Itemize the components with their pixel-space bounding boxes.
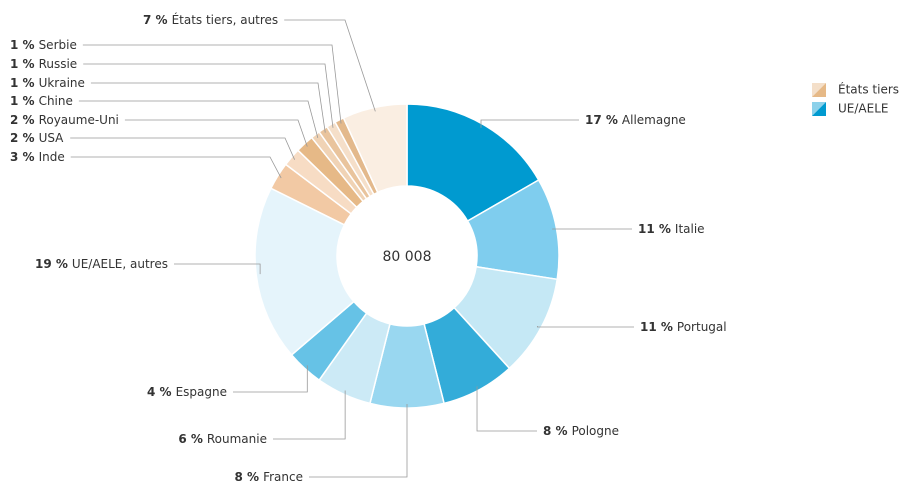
slice-name: Portugal [677,320,727,334]
slice-value: 11 % [638,222,671,236]
leader-line [480,119,579,128]
slice-name: Allemagne [622,113,686,127]
slice-name: Roumanie [207,432,267,446]
slice-name: Pologne [572,424,619,438]
leader-line [309,404,408,478]
leader-line [83,63,334,128]
slice-value: 8 % [235,470,260,484]
slice-value: 7 % [143,13,168,27]
slice-name: Chine [39,94,73,108]
donut-slice [342,103,408,194]
slice-name: USA [39,131,65,145]
slice-label: 2 % USA [10,131,64,145]
slice-value: 3 % [10,150,35,164]
slice-value: 4 % [147,385,172,399]
leader-line [124,119,308,147]
leader-line [273,390,346,440]
leader-line [174,263,261,275]
legend-swatch [812,83,826,97]
slice-label: 11 % Italie [638,222,705,236]
slice-label: 1 % Serbie [10,38,77,52]
slice-value: 11 % [640,320,673,334]
slice-value: 19 % [35,257,68,271]
donut-slice [406,103,540,223]
slice-label: 1 % Russie [10,57,77,71]
slice-label: 8 % Pologne [543,424,619,438]
slice-value: 8 % [543,424,568,438]
slice-label: 6 % Roumanie [178,432,267,446]
slice-name: Inde [39,150,65,164]
slice-label: 1 % Chine [10,94,73,108]
leader-line [90,82,326,133]
legend-label: UE/AELE [838,102,888,116]
leader-line [70,156,282,179]
slice-label: 8 % France [235,470,303,484]
legend-swatch [812,102,826,116]
slice-label: 17 % Allemagne [585,113,686,127]
legend-label: États tiers [838,82,899,97]
slice-label: 7 % États tiers, autres [143,12,278,27]
slice-label: 2 % Royaume-Uni [10,113,119,127]
leader-line [82,44,342,124]
slice-value: 2 % [10,113,35,127]
slice-label: 11 % Portugal [640,320,727,334]
slice-label: 1 % Ukraine [10,76,85,90]
slice-name: France [263,470,303,484]
slice-name: Italie [675,222,705,236]
slice-label: 4 % Espagne [147,385,227,399]
leader-line [284,19,376,112]
slice-name: États tiers, autres [172,12,279,27]
slice-name: Russie [39,57,78,71]
leader-line [476,386,537,432]
slice-name: Royaume-Uni [39,113,119,127]
slice-name: Serbie [39,38,77,52]
slice-value: 2 % [10,131,35,145]
slice-label: 19 % UE/AELE, autres [35,257,168,271]
slice-name: Ukraine [39,76,85,90]
donut-slice [254,187,355,356]
slice-value: 1 % [10,76,35,90]
slice-value: 1 % [10,94,35,108]
leader-line [536,326,634,328]
center-label: 80 008 [383,249,432,265]
leader-line [78,100,319,138]
leader-line [70,137,295,160]
slice-value: 17 % [585,113,618,127]
slice-name: UE/AELE, autres [72,257,168,271]
slice-name: Espagne [176,385,227,399]
slice-label: 3 % Inde [10,150,65,164]
slice-value: 1 % [10,38,35,52]
slice-value: 6 % [178,432,203,446]
leader-line [233,365,308,393]
slice-value: 1 % [10,57,35,71]
